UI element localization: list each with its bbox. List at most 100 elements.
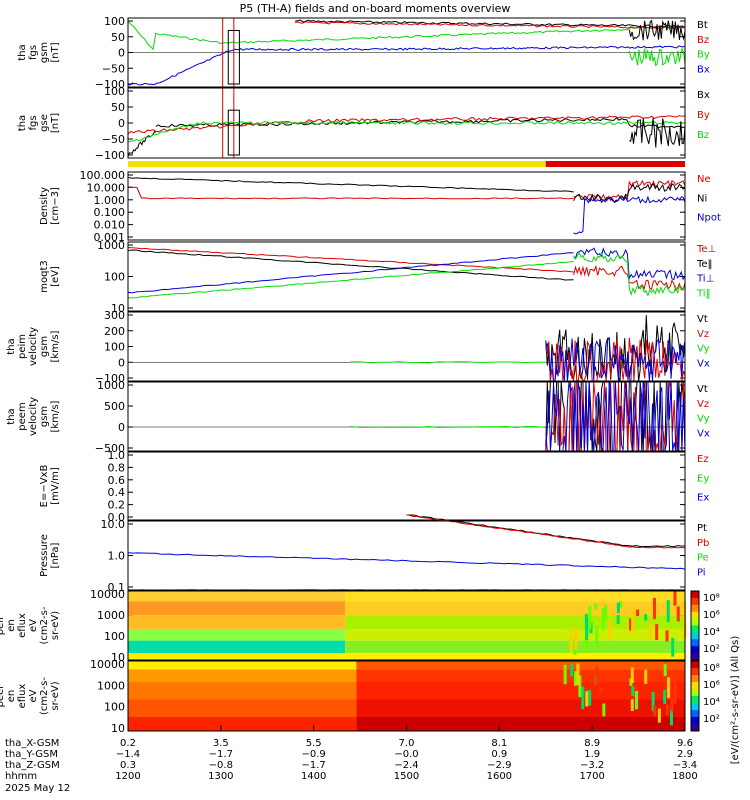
y-tick-label: 100: [104, 15, 125, 28]
y-axis-label: velocity: [28, 327, 39, 366]
spectrogram-cell: [670, 698, 674, 712]
y-axis-label: moqt3: [39, 260, 50, 293]
y-tick-label: −100: [95, 149, 125, 162]
colorbar: 10⁸ 10⁶ 10⁴ 10² 10⁸ 10⁶ 10⁴ 10² [eV/(cm²-s-sr-eV…: [690, 590, 741, 764]
panel-fgs_gsm: 100 50 0 −50 −100 tha fgs gsm [nT] Bt Bz By Bx: [17, 15, 710, 91]
legend-By: By: [697, 110, 710, 121]
x-row-label: tha_Z-GSM: [5, 760, 60, 771]
spectrogram-cell: [671, 637, 675, 657]
x-tick-label: 7.0: [399, 738, 415, 749]
colorbar-cell: [691, 696, 699, 704]
y-axis-label: [cm−3]: [50, 187, 61, 225]
y-axis-label: gsm: [39, 42, 50, 63]
legend-Vz: Vz: [697, 399, 709, 410]
colorbar-label: 10⁴: [703, 627, 720, 638]
legend-Bx: Bx: [697, 90, 710, 101]
spectrogram-cell: [663, 664, 667, 676]
x-date-label: 2025 May 12: [5, 783, 70, 794]
spectrogram-cell: [585, 691, 589, 707]
x-row-label: tha_X-GSM: [5, 738, 59, 749]
legend-Vx: Vx: [697, 358, 710, 369]
y-tick-label: 0.0: [108, 511, 126, 524]
y-tick-label: 0.100: [94, 206, 126, 219]
series-Bz: [294, 21, 686, 30]
panel-peer: 10000100010010thapeerenefluxeV(cm2-s-sr-…: [0, 658, 686, 735]
legend-Ex: Ex: [697, 493, 709, 504]
spectrogram-cell: [657, 708, 661, 723]
y-axis-label: [nT]: [50, 113, 61, 133]
panel-peem: 1000 500 0 −500 tha peem velocity gsm [km/s] Vt Vz…: [6, 379, 710, 455]
y-axis-label: eV: [28, 689, 39, 702]
spectrogram-cell: [631, 686, 635, 697]
spectrogram-cell: [570, 664, 574, 677]
y-axis-label: peem: [17, 402, 28, 430]
legend-Ne: Ne: [697, 174, 711, 185]
y-tick-label: 100.000: [80, 169, 126, 182]
spectrogram-cell: [588, 605, 592, 630]
panel-frame: [127, 241, 686, 312]
y-tick-label: 10: [111, 651, 125, 664]
colorbar-cell: [691, 703, 699, 711]
x-tick-label: 1500: [394, 771, 419, 782]
x-tick-label: −2.4: [394, 760, 418, 771]
colorbar-cell: [691, 618, 699, 626]
spectrogram-band: [345, 653, 685, 660]
colorbar-cell: [691, 611, 699, 620]
spectrogram-band: [128, 682, 357, 700]
legend-Pb: Pb: [697, 538, 709, 549]
series-Vx: [545, 336, 686, 382]
y-tick-label: 0.6: [108, 474, 126, 487]
colorbar-cell: [691, 682, 699, 690]
x-tick-label: 0.2: [120, 738, 136, 749]
y-tick-label: 1000: [97, 239, 125, 252]
spectrogram-cell: [563, 664, 567, 685]
spectrogram-cell: [584, 634, 588, 652]
y-tick-label: 0.4: [108, 486, 126, 499]
panel-frame: [127, 87, 686, 159]
y-tick-label: 0.001: [94, 231, 126, 244]
spectrogram-cell: [574, 671, 578, 686]
spectrogram-cell: [588, 690, 592, 706]
x-tick-label: −1.7: [302, 760, 326, 771]
x-tick-label: 1.9: [584, 749, 600, 760]
y-axis-label: velocity: [28, 397, 39, 436]
y-tick-label: 0: [118, 47, 125, 60]
spectrogram-cell: [601, 608, 605, 631]
spectrogram-band: [356, 669, 685, 682]
x-tick-label: 1600: [487, 771, 512, 782]
legend-Ey: Ey: [697, 473, 709, 484]
colorbar-cell: [691, 689, 699, 697]
panel-frame: [127, 311, 686, 382]
legend-By: By: [697, 50, 710, 61]
legend-Bt: Bt: [697, 20, 708, 31]
spectrogram-band: [128, 640, 346, 654]
y-axis-label: en: [6, 690, 17, 703]
spectrogram-cell: [594, 603, 598, 610]
y-tick-label: 300: [104, 309, 125, 322]
y-axis-label: (cm2-s-: [39, 606, 50, 644]
series-Bx-end: [629, 118, 686, 148]
spectrogram-cell: [653, 705, 657, 717]
legend-Ni: Ni: [697, 193, 707, 204]
legend-Vt: Vt: [697, 384, 708, 395]
y-tick-label: −100: [95, 78, 125, 91]
x-tick-label: 8.9: [584, 738, 600, 749]
legend-Bx: Bx: [697, 64, 710, 75]
x-tick-label: 8.1: [491, 738, 507, 749]
x-tick-label: 0.3: [120, 760, 136, 771]
spectrogram-band: [128, 615, 346, 629]
series-Vy: [350, 425, 546, 429]
x-tick-label: −1.4: [116, 749, 140, 760]
legend-Te⊥: Te⊥: [696, 244, 716, 255]
y-tick-label: 100: [104, 701, 125, 714]
spectrogram-band: [128, 653, 346, 660]
spectrogram-cell: [616, 602, 620, 614]
spectrogram-cell: [595, 626, 599, 647]
panel-frame: [127, 17, 686, 88]
colorbar-cell: [691, 604, 699, 613]
spectrogram-cell: [651, 692, 655, 712]
y-axis-label: tha: [6, 338, 17, 354]
x-tick-label: −0.0: [394, 749, 418, 760]
series-Bz: [127, 120, 686, 143]
